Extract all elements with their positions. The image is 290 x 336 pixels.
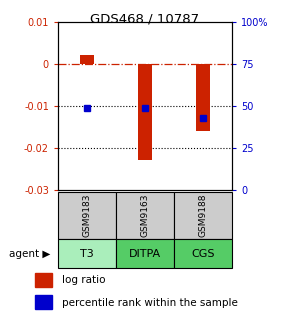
Bar [116, 192, 174, 239]
Text: GDS468 / 10787: GDS468 / 10787 [90, 13, 200, 26]
Bar [80, 55, 94, 64]
Text: GSM9188: GSM9188 [198, 193, 208, 237]
Bar [116, 239, 174, 268]
Bar [35, 295, 52, 309]
Text: percentile rank within the sample: percentile rank within the sample [62, 298, 238, 307]
Text: log ratio: log ratio [62, 276, 106, 285]
Bar [174, 192, 232, 239]
Bar [58, 192, 116, 239]
Text: DITPA: DITPA [129, 249, 161, 258]
Bar [58, 239, 116, 268]
Text: CGS: CGS [191, 249, 215, 258]
Bar [196, 64, 210, 131]
Text: T3: T3 [80, 249, 94, 258]
Text: GSM9183: GSM9183 [82, 193, 92, 237]
Bar [174, 239, 232, 268]
Bar [35, 273, 52, 287]
Text: agent ▶: agent ▶ [9, 249, 50, 258]
Text: GSM9163: GSM9163 [140, 193, 150, 237]
Bar [138, 64, 152, 161]
